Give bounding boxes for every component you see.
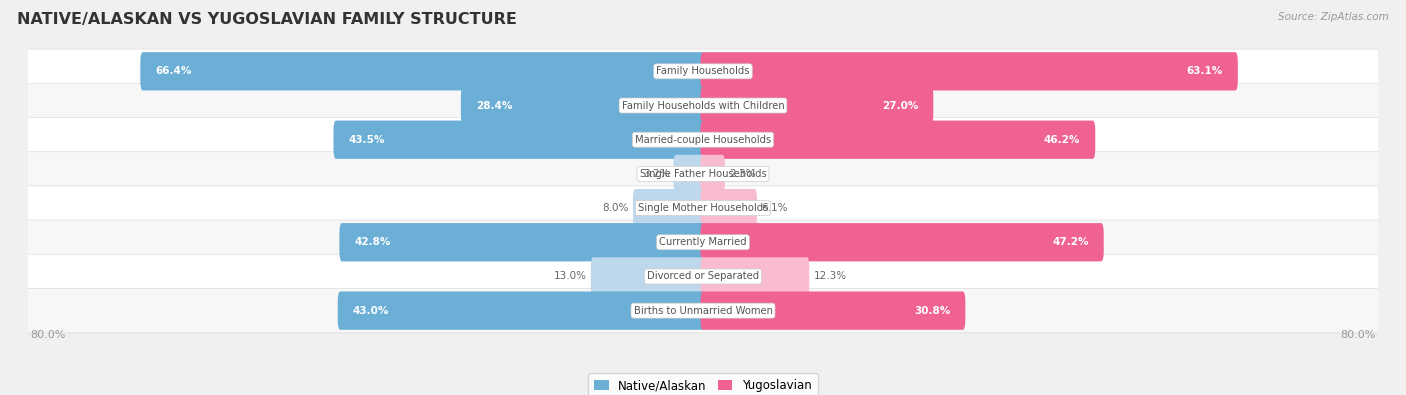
Text: 8.0%: 8.0% <box>602 203 628 213</box>
FancyBboxPatch shape <box>141 52 706 90</box>
FancyBboxPatch shape <box>700 52 1237 90</box>
FancyBboxPatch shape <box>22 186 1384 230</box>
FancyBboxPatch shape <box>22 152 1384 196</box>
Text: 12.3%: 12.3% <box>814 271 846 282</box>
Text: 28.4%: 28.4% <box>477 100 512 111</box>
Text: Births to Unmarried Women: Births to Unmarried Women <box>634 306 772 316</box>
FancyBboxPatch shape <box>22 83 1384 128</box>
Text: 80.0%: 80.0% <box>31 330 66 340</box>
Text: 42.8%: 42.8% <box>354 237 391 247</box>
FancyBboxPatch shape <box>700 292 966 330</box>
FancyBboxPatch shape <box>461 87 706 125</box>
Text: 66.4%: 66.4% <box>156 66 191 76</box>
FancyBboxPatch shape <box>633 189 706 227</box>
FancyBboxPatch shape <box>673 155 706 193</box>
Legend: Native/Alaskan, Yugoslavian: Native/Alaskan, Yugoslavian <box>589 373 817 395</box>
FancyBboxPatch shape <box>591 257 706 295</box>
FancyBboxPatch shape <box>22 254 1384 299</box>
Text: 2.3%: 2.3% <box>730 169 755 179</box>
FancyBboxPatch shape <box>22 117 1384 162</box>
Text: 43.0%: 43.0% <box>353 306 389 316</box>
FancyBboxPatch shape <box>339 223 706 261</box>
Text: 13.0%: 13.0% <box>554 271 586 282</box>
FancyBboxPatch shape <box>22 288 1384 333</box>
Text: Single Mother Households: Single Mother Households <box>638 203 768 213</box>
FancyBboxPatch shape <box>700 87 934 125</box>
FancyBboxPatch shape <box>700 155 725 193</box>
Text: Divorced or Separated: Divorced or Separated <box>647 271 759 282</box>
Text: Single Father Households: Single Father Households <box>640 169 766 179</box>
Text: 6.1%: 6.1% <box>761 203 787 213</box>
Text: 30.8%: 30.8% <box>914 306 950 316</box>
FancyBboxPatch shape <box>22 49 1384 94</box>
FancyBboxPatch shape <box>700 223 1104 261</box>
Text: Currently Married: Currently Married <box>659 237 747 247</box>
Text: 63.1%: 63.1% <box>1187 66 1223 76</box>
Text: 47.2%: 47.2% <box>1052 237 1088 247</box>
Text: Family Households with Children: Family Households with Children <box>621 100 785 111</box>
FancyBboxPatch shape <box>700 120 1095 159</box>
FancyBboxPatch shape <box>337 292 706 330</box>
Text: 43.5%: 43.5% <box>349 135 385 145</box>
Text: 3.2%: 3.2% <box>643 169 669 179</box>
FancyBboxPatch shape <box>700 189 756 227</box>
FancyBboxPatch shape <box>22 220 1384 265</box>
FancyBboxPatch shape <box>333 120 706 159</box>
FancyBboxPatch shape <box>700 257 810 295</box>
Text: Married-couple Households: Married-couple Households <box>636 135 770 145</box>
Text: Source: ZipAtlas.com: Source: ZipAtlas.com <box>1278 12 1389 22</box>
Text: 46.2%: 46.2% <box>1043 135 1080 145</box>
Text: 80.0%: 80.0% <box>1340 330 1375 340</box>
Text: NATIVE/ALASKAN VS YUGOSLAVIAN FAMILY STRUCTURE: NATIVE/ALASKAN VS YUGOSLAVIAN FAMILY STR… <box>17 12 517 27</box>
Text: Family Households: Family Households <box>657 66 749 76</box>
Text: 27.0%: 27.0% <box>882 100 918 111</box>
